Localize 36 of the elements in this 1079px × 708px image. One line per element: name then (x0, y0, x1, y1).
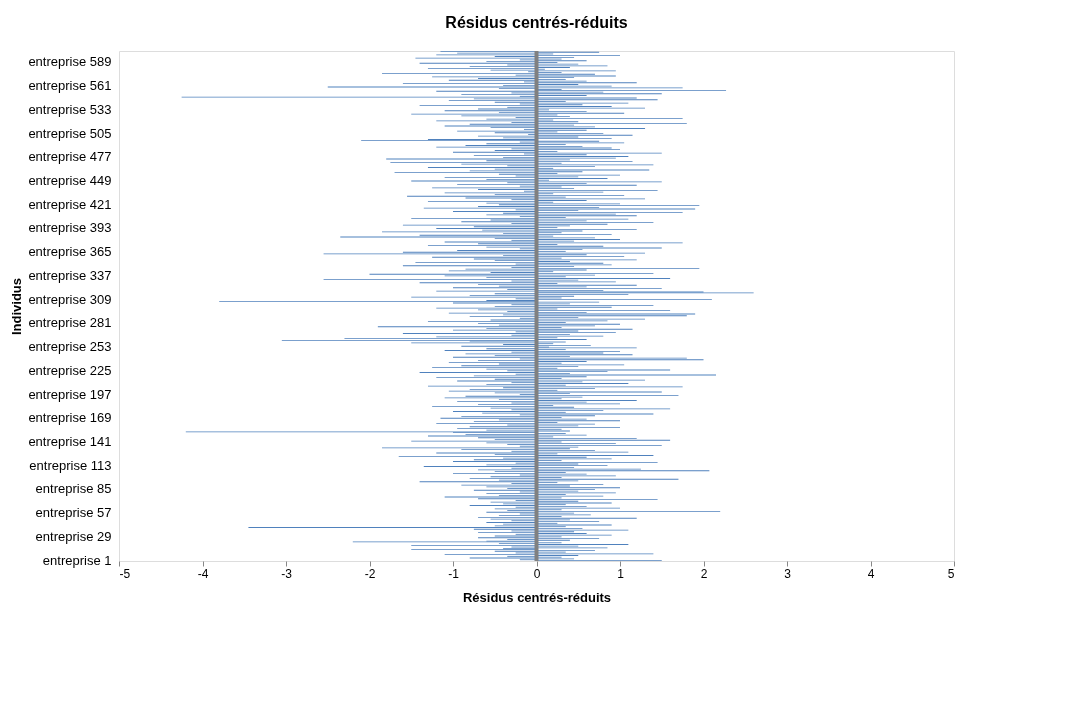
y-tick-label: entreprise 533 (28, 101, 112, 117)
y-tick-label: entreprise 337 (28, 267, 112, 283)
y-tick-label: entreprise 141 (28, 433, 112, 449)
x-tick-label: 1 (617, 566, 625, 581)
y-tick-label: entreprise 253 (28, 339, 112, 355)
y-tick-label: entreprise 169 (28, 410, 112, 426)
y-tick-label: entreprise 561 (28, 78, 112, 94)
y-tick-label: entreprise 225 (28, 362, 112, 378)
x-tick-label: -3 (281, 566, 293, 581)
x-tick-label: 3 (784, 566, 792, 581)
y-tick-label: entreprise 197 (28, 386, 112, 402)
y-axis-title: Individus (9, 277, 25, 336)
y-tick-label: entreprise 505 (28, 125, 112, 141)
y-tick-label: entreprise 85 (35, 481, 112, 497)
x-tick-label: 0 (533, 566, 541, 581)
x-tick-label: -1 (448, 566, 460, 581)
y-tick-label: entreprise 365 (28, 244, 112, 260)
y-tick-label: entreprise 589 (28, 54, 112, 70)
y-tick-label: entreprise 477 (28, 149, 112, 165)
x-tick-label: -5 (119, 566, 131, 581)
y-tick-label: entreprise 113 (29, 457, 112, 473)
chart-title: Résidus centrés-réduits (445, 14, 628, 31)
x-tick-label: -4 (197, 566, 209, 581)
y-tick-label: entreprise 57 (35, 505, 112, 521)
y-tick-label: entreprise 281 (28, 315, 112, 331)
x-tick-label: 5 (947, 566, 955, 581)
y-tick-label: entreprise 421 (28, 196, 112, 212)
x-tick-label: 2 (700, 566, 708, 581)
x-tick-label: -2 (364, 566, 376, 581)
y-tick-label: entreprise 393 (28, 220, 112, 236)
y-tick-label: entreprise 309 (28, 291, 112, 307)
y-tick-label: entreprise 29 (35, 528, 112, 544)
y-tick-label: entreprise 449 (28, 173, 112, 189)
x-axis-title: Résidus centrés-réduits (462, 589, 612, 605)
x-tick-label: 4 (867, 566, 875, 581)
y-tick-label: entreprise 1 (42, 552, 112, 568)
